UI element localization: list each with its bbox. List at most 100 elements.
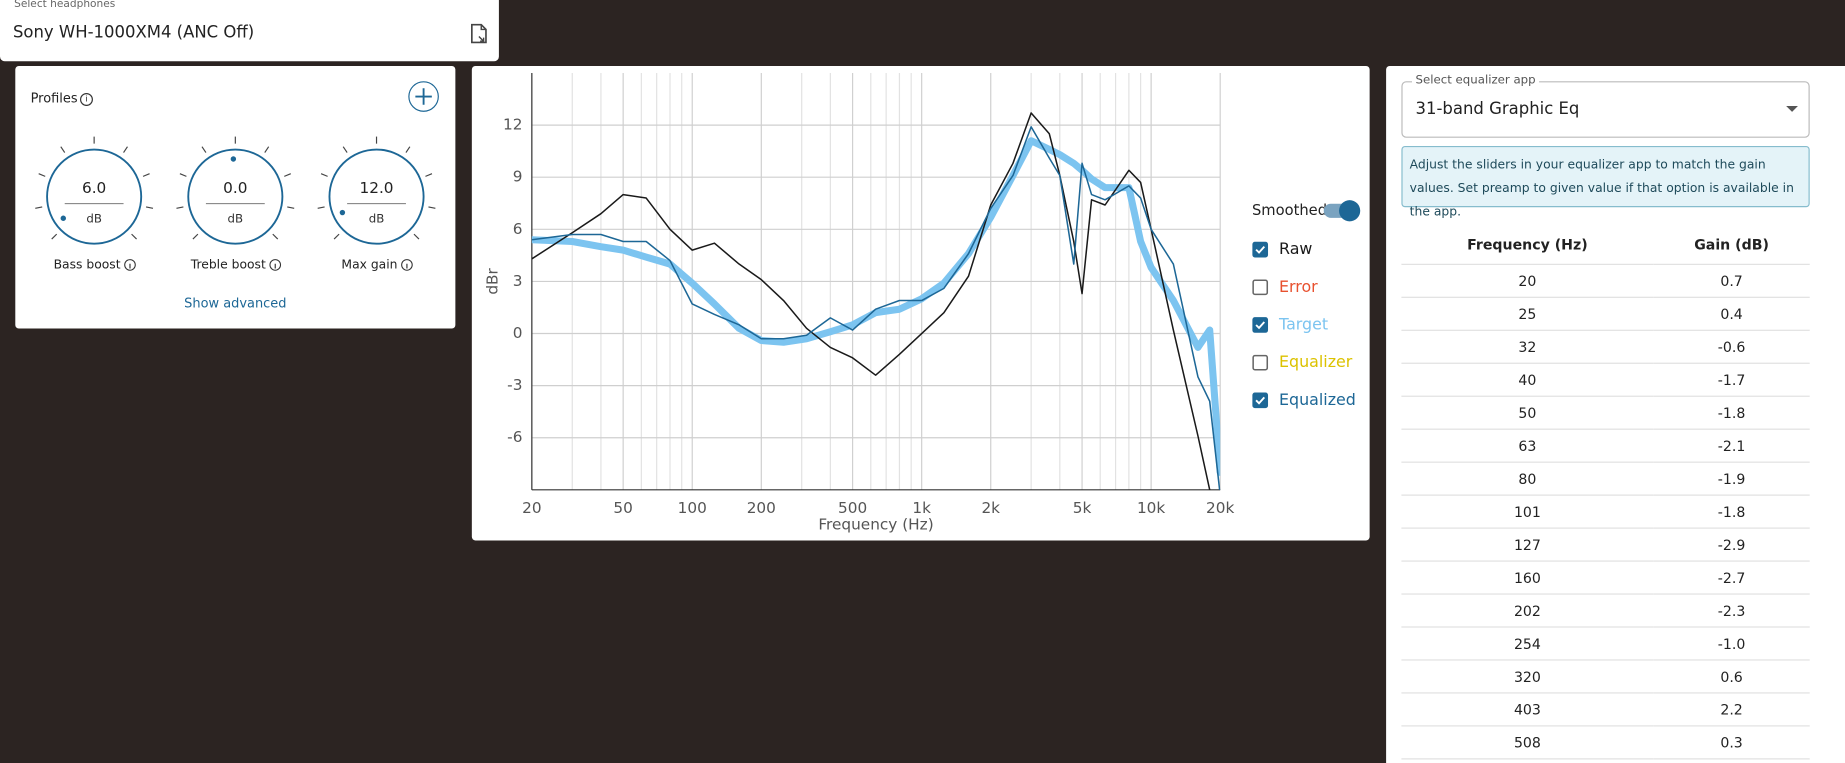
toggle-knob [1339,200,1361,222]
knob-scale [425,173,433,177]
checkbox [1252,317,1269,333]
knob[interactable]: 0.0 dB Treble boost [176,136,295,272]
equalizer-select[interactable]: Select equalizer app 31-band Graphic Eq [1401,74,1810,138]
y-tick-label: -3 [507,376,522,394]
table-cell: -1.9 [1653,462,1810,496]
checkmark [1255,321,1266,330]
checkmark [1255,396,1266,405]
info-icon [401,259,413,271]
smoothed-label: Smoothed [1252,202,1327,219]
y-tick-label: 0 [513,324,523,342]
table-row: 80 -1.9 [1401,462,1810,496]
x-tick-label: 500 [838,499,867,517]
knob-scale [264,146,270,153]
table-row: 50 -1.8 [1401,396,1810,430]
table-cell: 0.4 [1653,297,1810,331]
table-cell: 40 [1401,363,1654,397]
knob-scale [201,146,207,153]
knob-unit: dB [86,212,102,226]
x-tick-label: 50 [613,499,632,517]
knob-dot [339,209,346,216]
checkbox [1252,354,1269,371]
knob-scale [51,233,58,240]
x-tick-label: 20k [1206,499,1234,517]
smoothed-toggle[interactable] [1323,200,1361,222]
y-axis-label: dBr [484,267,502,294]
series-line [531,137,1221,476]
knob-value: 12.0 [360,179,394,197]
knob[interactable]: 6.0 dB Bass boost [35,136,154,272]
add-profile[interactable] [407,80,440,113]
table-cell: -1.0 [1653,627,1810,661]
y-tick-label: 12 [503,116,522,134]
table-cell: 80 [1401,462,1654,496]
legend-item[interactable]: Equalizer [1252,352,1353,371]
profiles-title: Profiles i [31,91,93,106]
info-icon[interactable]: i [79,92,93,106]
knob-scale [142,173,150,177]
legend-item[interactable]: Equalized [1252,390,1356,409]
knob-scale [284,173,291,177]
legend-item[interactable]: Target [1252,314,1328,333]
knob-scale [179,173,187,177]
table-row: 40 -1.7 [1401,363,1810,397]
table-row: 254 -1.0 [1401,627,1810,661]
table-cell: 508 [1401,725,1654,760]
file-icon[interactable] [468,22,489,46]
knob[interactable]: 12.0 dB Max gain [317,136,436,272]
knob-scale [131,233,137,240]
gain-table: Frequency (Hz) Gain (dB) 20 0.7 25 0.4 32 -0.6 4… [1401,226,1810,760]
select-value: 31-band Graphic Eq [1415,100,1580,119]
info-icon [124,259,136,271]
knob-scale [38,173,46,177]
table-row: 20 0.7 [1401,264,1810,298]
logo[interactable]: AutoEq [0,2,103,37]
table-cell: -0.6 [1653,330,1810,364]
y-tick-label: 3 [513,272,523,290]
knob-dot [230,156,237,162]
knob-body [46,148,143,245]
legend-item[interactable]: Raw [1252,239,1312,258]
table-cell: 2.2 [1653,692,1810,727]
table-cell: 0.3 [1653,725,1810,760]
table-cell: 101 [1401,495,1654,529]
knob-body [328,148,425,245]
knob-value: 0.0 [223,179,247,197]
knobs: 6.0 dB Bass boost 0.0 dB Treble boost 12.0 dB Ma… [35,136,436,272]
x-tick-label: 200 [747,499,776,517]
knob-scale [35,206,43,209]
table-cell: -2.7 [1653,561,1810,595]
table-cell: -1.8 [1653,495,1810,529]
series-line [531,126,1221,490]
equalizer-panel: Select equalizer app 31-band Graphic Eq … [1386,65,1845,763]
chart-panel: 20 50 100 200 500 1k 2k 5k 10k 20k -6 -3 0 3 6 9 12 Frequ… [471,65,1370,541]
table-cell: 0.7 [1653,264,1810,298]
knob-scale [317,206,325,209]
knob-scale [342,146,348,153]
knob-scale [413,233,420,240]
legend-label: Target [1278,314,1328,333]
table-row: 508 0.3 [1401,725,1810,760]
select-label: Select headphones [14,0,116,11]
headphone-select[interactable]: Select headphones Sony WH-1000XM4 (ANC O… [0,0,499,62]
info-icon [269,259,282,271]
table-header: Frequency (Hz) Gain (dB) [1401,226,1810,265]
show-advanced[interactable]: Show advanced [184,295,287,311]
legend-item[interactable]: Error [1252,277,1318,296]
x-tick-label: 100 [678,499,707,517]
knob-label: Treble boost [190,257,266,271]
table-cell: 25 [1401,297,1654,331]
knob-scale [333,233,340,240]
x-axis-label: Frequency (Hz) [818,516,933,534]
knob-value: 6.0 [82,179,106,197]
checkbox [1252,392,1269,409]
checkmark [1255,246,1266,254]
x-tick-label: 20 [522,499,541,517]
legend-label: Equalized [1279,390,1356,409]
knob-scale [192,233,199,240]
table-cell: -1.7 [1653,363,1810,397]
knob-scale [60,146,66,153]
table-cell: 63 [1401,429,1654,463]
table-row: 320 0.6 [1401,659,1810,694]
chart: 20 50 100 200 500 1k 2k 5k 10k 20k -6 -3 0 3 6 9 12 Frequ… [484,73,1361,534]
